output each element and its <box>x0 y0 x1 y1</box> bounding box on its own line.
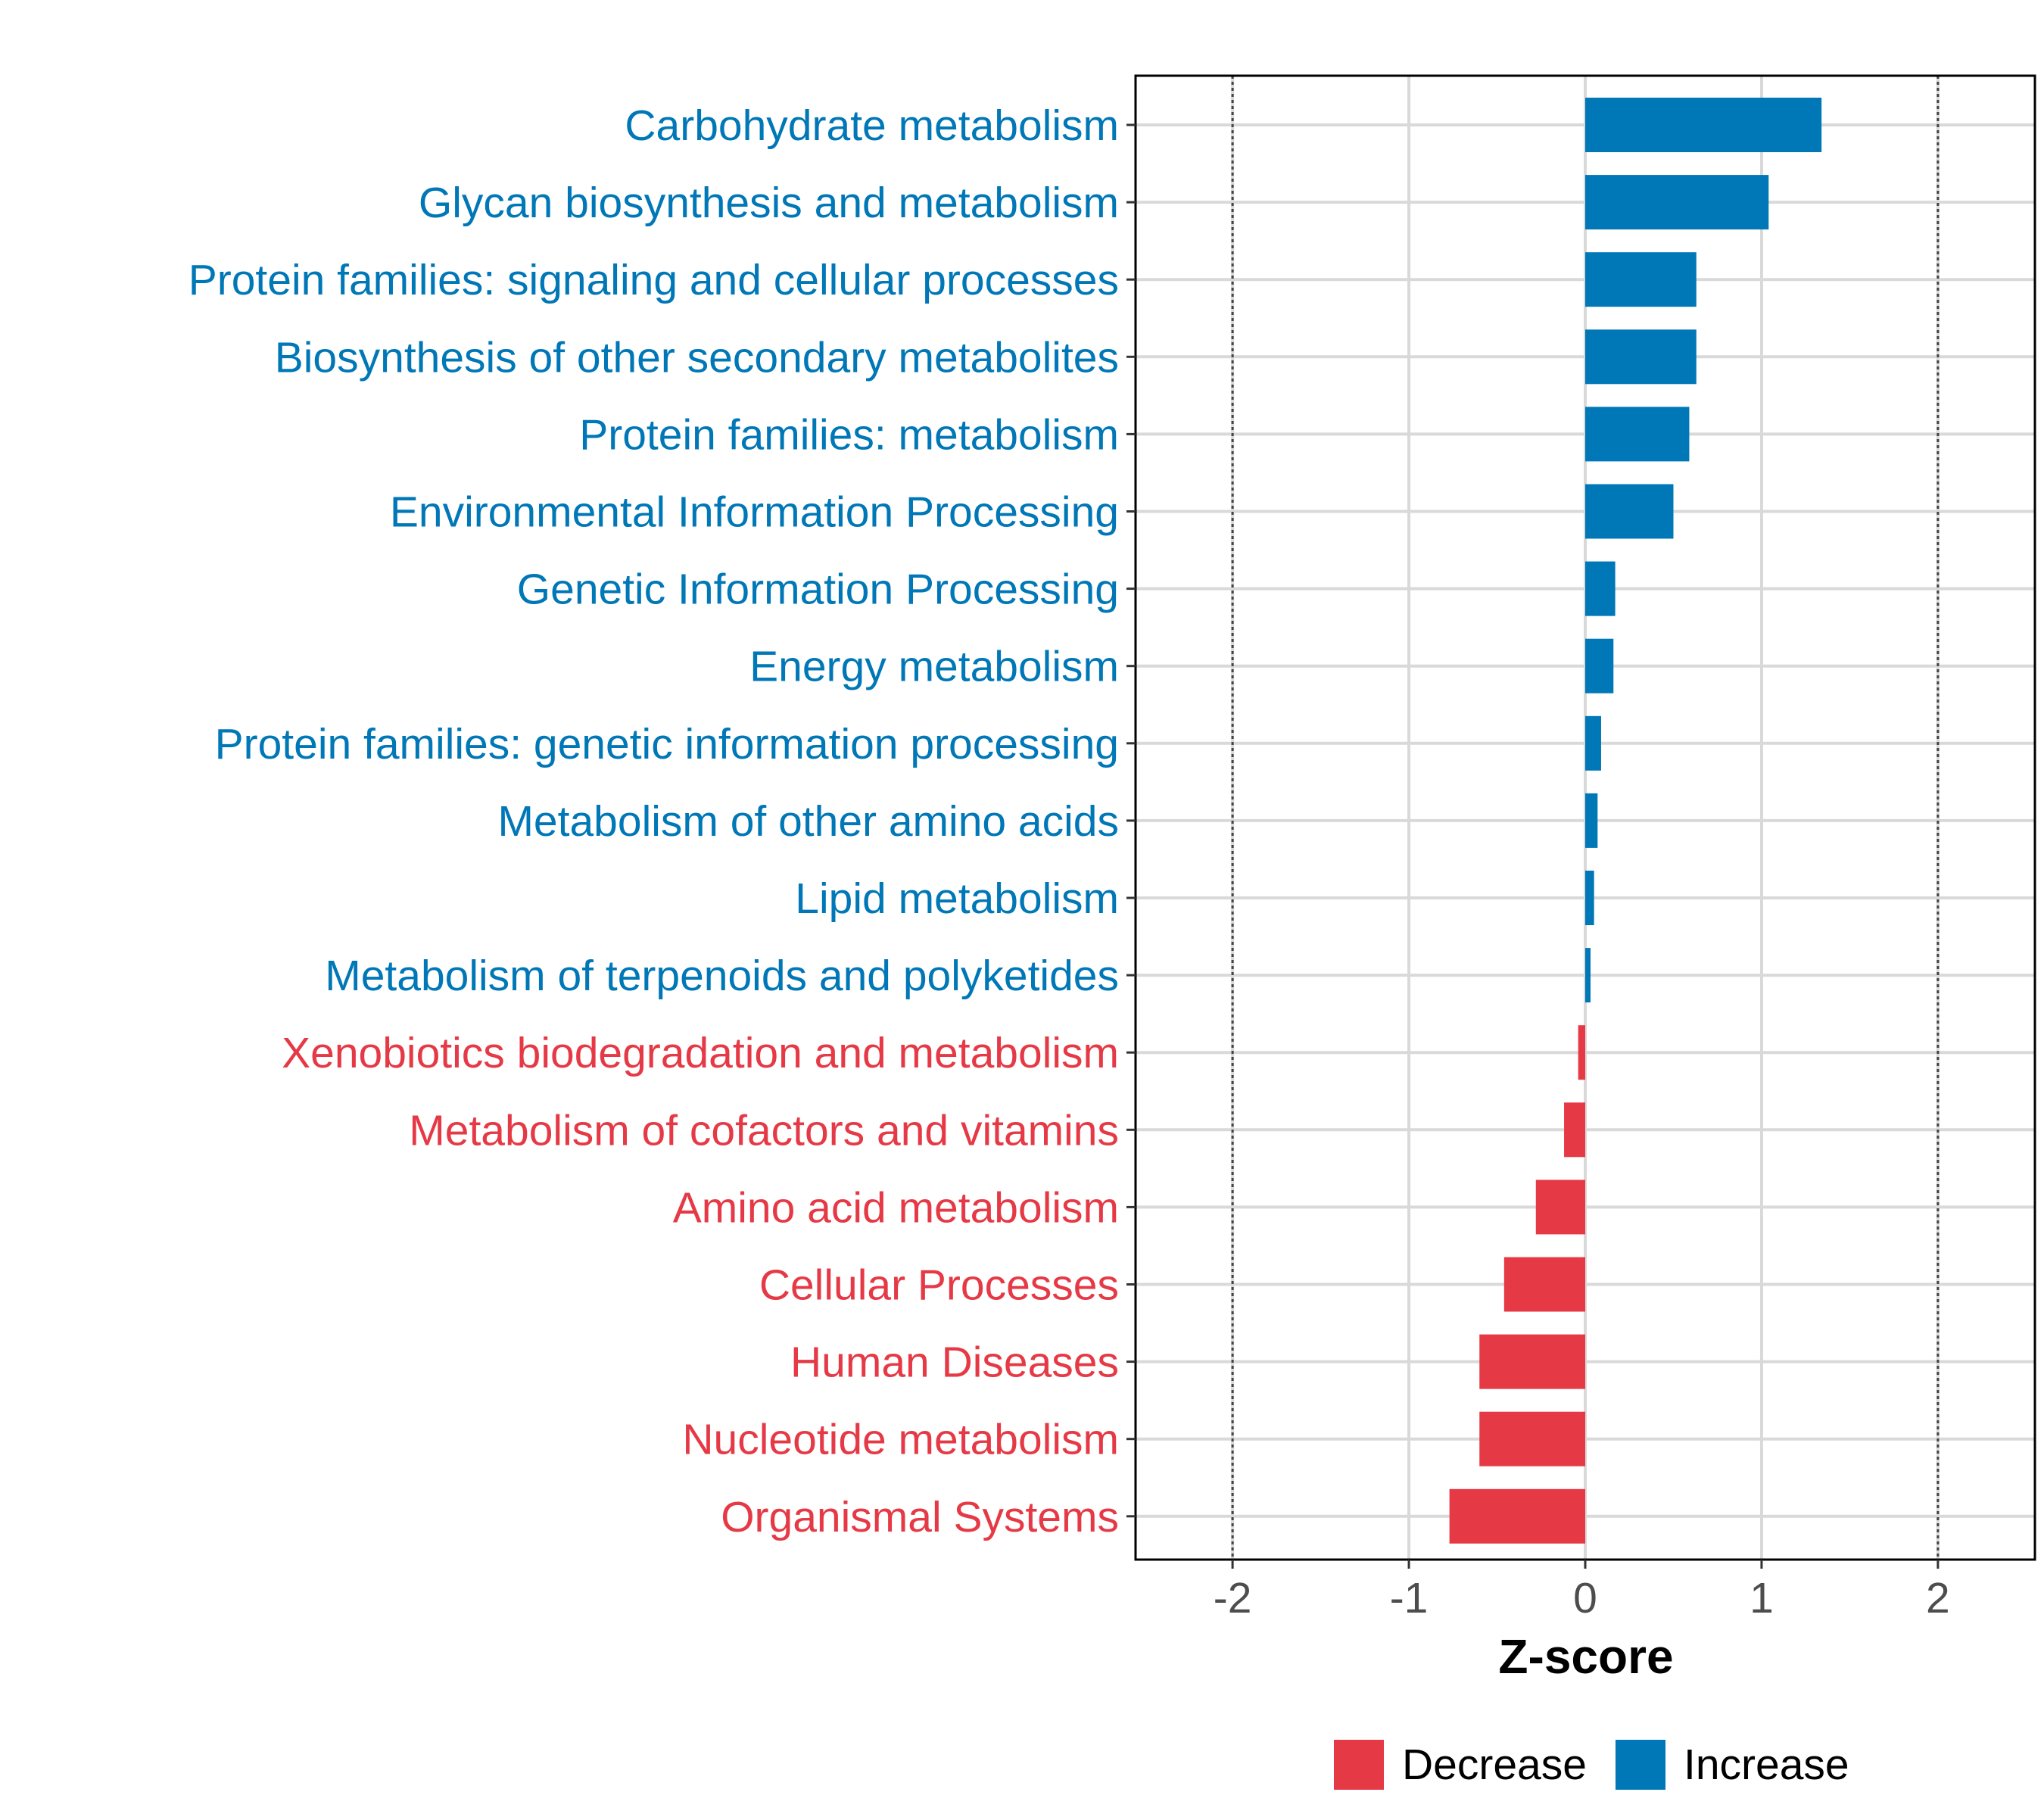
legend: Decrease Increase <box>1334 1740 1849 1790</box>
legend-label-0: Decrease <box>1402 1741 1587 1789</box>
bar-13 <box>1564 1102 1585 1158</box>
y-tick-label-12: Xenobiotics biodegradation and metabolis… <box>282 1029 1119 1077</box>
legend-label-1: Increase <box>1684 1741 1849 1789</box>
bar-12 <box>1578 1025 1585 1080</box>
bar-15 <box>1503 1257 1585 1312</box>
y-tick-label-15: Cellular Processes <box>759 1261 1119 1310</box>
bar-2 <box>1585 252 1697 307</box>
x-axis-title: Z-score <box>1498 1629 1673 1684</box>
bar-5 <box>1585 484 1674 539</box>
x-tick-label-1: -1 <box>1390 1574 1429 1622</box>
x-tick-label-0: -2 <box>1214 1574 1252 1622</box>
x-tick-label-2: 0 <box>1573 1574 1597 1622</box>
y-tick-label-13: Metabolism of cofactors and vitamins <box>409 1106 1119 1155</box>
x-ticks: -2 -1 0 1 2 <box>1214 1560 1950 1622</box>
y-tick-label-16: Human Diseases <box>790 1339 1119 1387</box>
y-tick-label-5: Environmental Information Processing <box>390 488 1119 537</box>
bar-14 <box>1535 1180 1585 1235</box>
y-tick-label-0: Carbohydrate metabolism <box>625 101 1119 150</box>
bar-3 <box>1585 329 1697 385</box>
y-tick-label-7: Energy metabolism <box>749 643 1119 691</box>
y-tick-label-11: Metabolism of terpenoids and polyketides <box>325 952 1119 1000</box>
bar-1 <box>1585 175 1769 230</box>
bar-16 <box>1479 1334 1585 1389</box>
legend-swatch-0 <box>1334 1740 1384 1790</box>
bar-0 <box>1585 98 1822 152</box>
y-tick-label-3: Biosynthesis of other secondary metaboli… <box>275 333 1119 382</box>
y-tick-label-2: Protein families: signaling and cellular… <box>189 256 1119 304</box>
bar-18 <box>1449 1488 1585 1544</box>
y-tick-label-14: Amino acid metabolism <box>673 1183 1119 1232</box>
bar-11 <box>1585 948 1591 1003</box>
bar-9 <box>1585 793 1598 848</box>
y-tick-label-8: Protein families: genetic information pr… <box>215 720 1119 768</box>
bar-10 <box>1585 871 1594 925</box>
x-tick-label-3: 1 <box>1750 1574 1774 1622</box>
bars <box>1449 98 1822 1544</box>
bar-17 <box>1479 1411 1585 1466</box>
y-tick-label-1: Glycan biosynthesis and metabolism <box>419 179 1119 227</box>
legend-swatch-1 <box>1616 1740 1665 1790</box>
reference-lines <box>1231 76 1940 1560</box>
bar-4 <box>1585 407 1690 462</box>
y-ticks: Carbohydrate metabolism Glycan biosynthes… <box>189 101 1136 1541</box>
bar-7 <box>1585 638 1614 693</box>
bar-8 <box>1585 715 1601 771</box>
y-tick-label-4: Protein families: metabolism <box>579 410 1119 459</box>
y-tick-label-6: Genetic Information Processing <box>517 566 1119 614</box>
y-tick-label-17: Nucleotide metabolism <box>682 1416 1119 1464</box>
x-tick-label-4: 2 <box>1926 1574 1950 1622</box>
bar-6 <box>1585 561 1616 616</box>
y-tick-label-10: Lipid metabolism <box>795 874 1119 923</box>
y-tick-label-9: Metabolism of other amino acids <box>497 797 1119 846</box>
y-tick-label-18: Organismal Systems <box>721 1493 1119 1541</box>
